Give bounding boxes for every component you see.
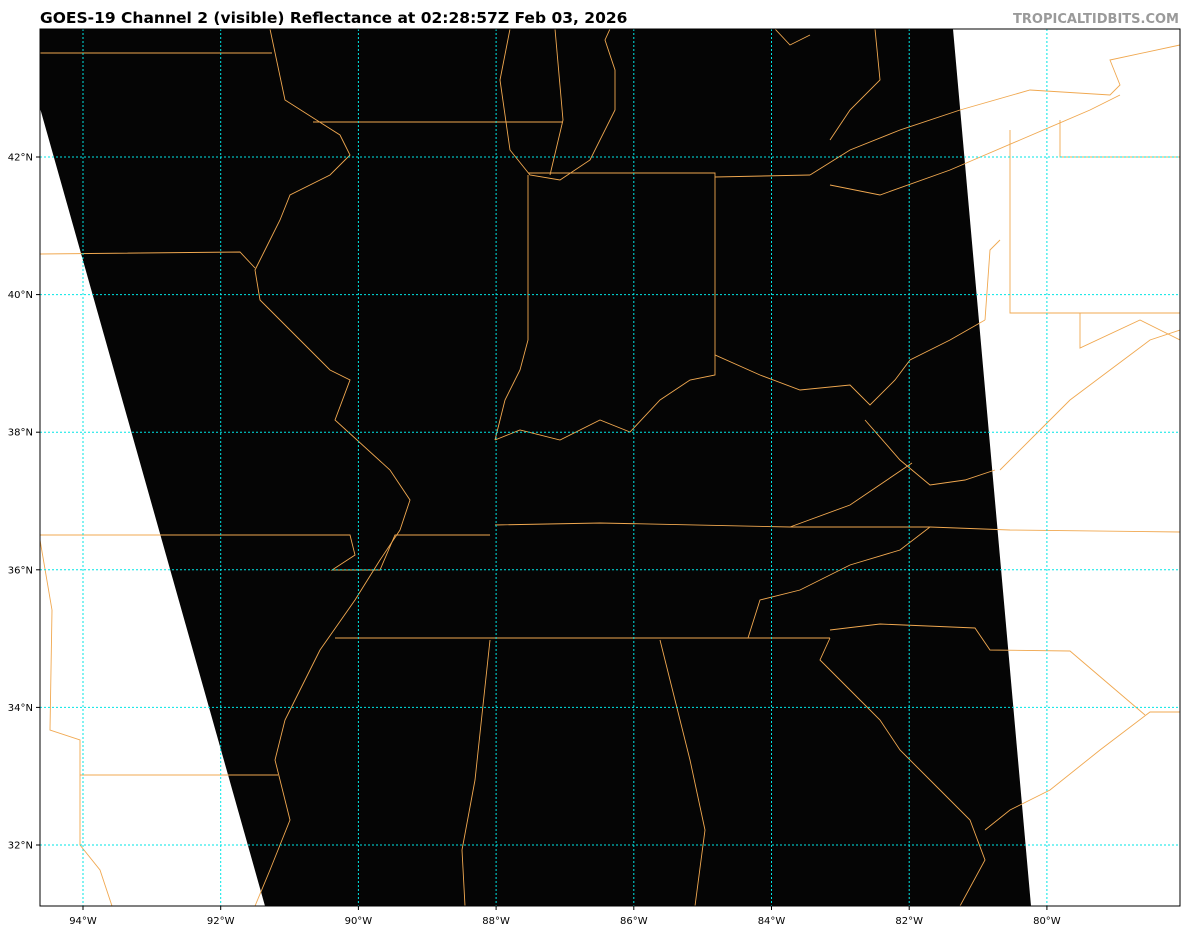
state-borders-coastlines	[40, 29, 1180, 906]
atlantic-coast	[984, 711, 1180, 831]
longitude-tick-label: 82°W	[895, 916, 923, 927]
latitude-tick-label: 40°N	[8, 290, 33, 301]
imagery-swath	[40, 29, 1031, 906]
latitude-tick-label: 42°N	[8, 153, 33, 164]
latitude-tick-label: 34°N	[8, 703, 33, 714]
credit-watermark: TROPICALTIDBITS.COM	[1013, 12, 1179, 27]
longitude-tick-label: 92°W	[207, 916, 235, 927]
longitude-tick-label: 84°W	[758, 916, 786, 927]
longitude-tick-label: 88°W	[482, 916, 510, 927]
ohio-river	[494, 319, 986, 441]
latitude-tick-label: 32°N	[8, 841, 33, 852]
lake-michigan-shore	[499, 29, 616, 181]
longitude-tick-label: 90°W	[345, 916, 373, 927]
longitude-tick-label: 86°W	[620, 916, 648, 927]
latitude-tick-label: 38°N	[8, 428, 33, 439]
lake-erie-shore	[809, 44, 1180, 176]
latitude-tick-label: 36°N	[8, 565, 33, 576]
axis-ticks: 42°N 40°N 38°N 36°N 34°N 32°N 94°W 92°W 90°W 88°W…	[8, 153, 1061, 928]
mississippi-river	[254, 29, 411, 906]
plot-frame	[39, 28, 1181, 907]
longitude-tick-label: 94°W	[69, 916, 97, 927]
graticule	[40, 29, 1180, 906]
map-title: GOES-19 Channel 2 (visible) Reflectance …	[40, 9, 628, 27]
longitude-tick-label: 80°W	[1033, 916, 1061, 927]
